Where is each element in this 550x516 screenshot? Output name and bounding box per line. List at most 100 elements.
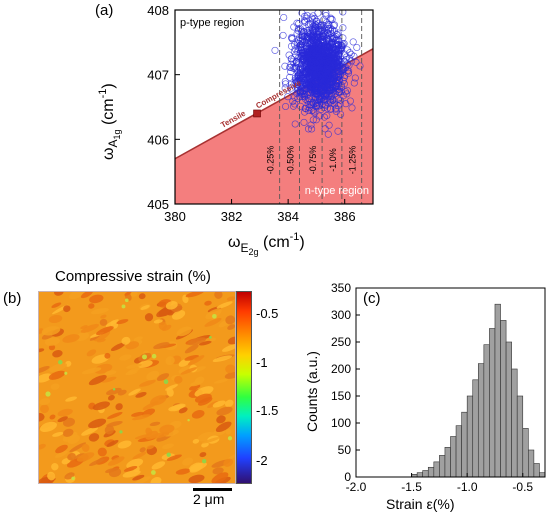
map-patch [123, 465, 138, 472]
map-patch [150, 395, 167, 406]
map-patch [86, 349, 97, 357]
panel-c-label: (c) [363, 290, 381, 307]
map-patch [104, 352, 111, 359]
map-patch [130, 292, 138, 297]
map-patch [224, 399, 234, 408]
scatter-point [339, 24, 347, 32]
panel-a-label: (a) [95, 2, 114, 19]
map-patch [107, 456, 125, 466]
scatter-point [330, 87, 338, 95]
scatter-point [320, 113, 328, 121]
scatter-point [271, 46, 279, 54]
scatter-point [296, 71, 304, 79]
map-patch [194, 386, 214, 397]
scatter-point [319, 82, 327, 90]
scatter-point [339, 77, 347, 85]
strain-label-3: -1.0% [328, 148, 338, 172]
map-patch [88, 375, 107, 386]
scatter-point [289, 97, 297, 105]
map-patch [110, 342, 126, 351]
map-patch [227, 336, 235, 345]
map-patch [69, 442, 87, 453]
scatter-point [311, 71, 319, 79]
scatter-point [298, 92, 306, 101]
scatter-point [328, 40, 336, 48]
scatter-point [282, 80, 290, 88]
scatter-point [333, 30, 341, 38]
scatter-point [293, 64, 301, 72]
scatter-point [280, 13, 288, 22]
scatter-point [293, 81, 301, 89]
map-patch [135, 392, 147, 398]
map-patch [212, 467, 224, 475]
scatter-point [319, 81, 327, 89]
map-spot [45, 391, 51, 397]
histogram-bar [439, 455, 446, 478]
scatter-point [301, 108, 309, 116]
scatter-point [324, 74, 332, 82]
map-texture [39, 292, 235, 483]
xlabel-unit-sup: -1 [289, 231, 300, 243]
map-patch [162, 443, 174, 450]
map-patch [80, 292, 93, 299]
map-patch [225, 364, 235, 374]
histogram-bar [539, 472, 546, 478]
histogram-bar [472, 379, 479, 478]
scatter-point [286, 73, 294, 81]
scatter-point [287, 68, 295, 76]
scatter-point [310, 33, 318, 42]
map-patch [134, 476, 151, 483]
map-patch [47, 471, 56, 481]
map-patch [122, 470, 141, 478]
map-patch [188, 474, 205, 483]
scatter-point [307, 70, 315, 79]
map-spot [227, 436, 233, 441]
scatter-point [312, 116, 320, 124]
scatter-point [311, 90, 319, 98]
map-spot [121, 304, 126, 309]
map-patch [119, 354, 132, 361]
scatter-point [325, 79, 333, 87]
map-patch [227, 324, 235, 330]
scatter-point [308, 14, 316, 22]
panel-a-xlabel: ωE2g (cm-1) [228, 231, 305, 257]
scatter-point [300, 49, 308, 57]
scatter-point [318, 59, 326, 67]
map-patch [48, 344, 56, 351]
x-tick-label-3: 386 [334, 209, 356, 224]
map-patch [223, 458, 234, 467]
map-patch [165, 301, 178, 310]
scatter-point [304, 65, 312, 74]
scatter-point [310, 22, 318, 30]
scatter-point [302, 104, 310, 112]
scatter-point [317, 25, 325, 33]
scatter-point [323, 18, 331, 27]
scatter-point [302, 41, 311, 50]
colorbar-tick-2: -1 [256, 355, 268, 370]
map-patch [50, 383, 60, 390]
map-patch [146, 370, 160, 381]
map-patch [222, 344, 235, 352]
histogram-bar [494, 303, 501, 478]
scatter-point [322, 10, 330, 17]
scatter-point [339, 65, 347, 73]
scatter-point [288, 34, 296, 42]
scatter-point [313, 101, 321, 109]
scatter-point [332, 62, 340, 70]
map-patch [39, 373, 53, 383]
map-patch [39, 398, 51, 406]
map-patch [39, 421, 57, 433]
map-patch [39, 412, 45, 422]
map-patch [63, 305, 71, 313]
scatter-point [316, 21, 324, 30]
scatter-point [337, 44, 345, 52]
map-spot [187, 418, 190, 422]
scatter-point [328, 64, 336, 72]
map-patch [197, 397, 213, 406]
strain-label-2: -0.75% [308, 146, 318, 175]
map-patch [67, 453, 76, 461]
scatter-point [320, 63, 328, 71]
scatter-point [307, 48, 315, 56]
xlabel-omega: ω [228, 234, 241, 251]
